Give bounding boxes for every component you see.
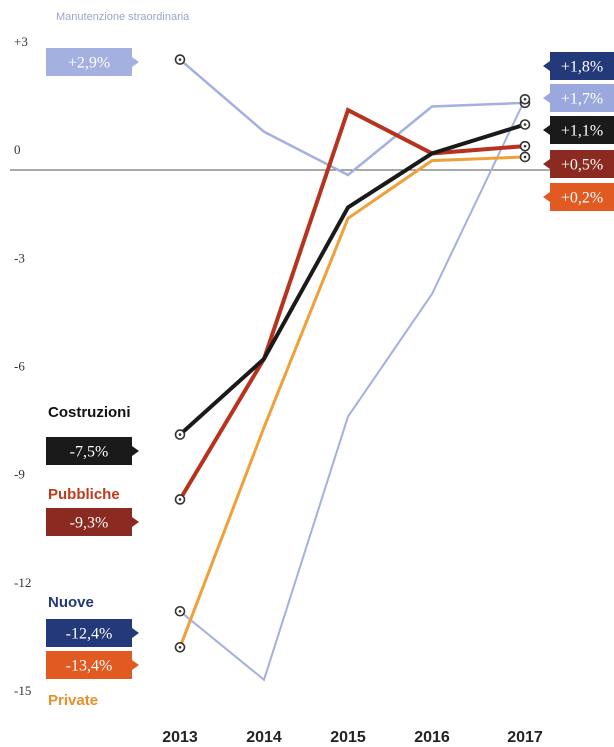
badge-background [550, 84, 614, 112]
badge-background [46, 651, 132, 679]
badge-value: -13,4% [66, 658, 113, 675]
badge-background [550, 52, 614, 80]
badge-pointer [132, 517, 139, 527]
badge-pointer [132, 628, 139, 638]
badge-background [550, 183, 614, 211]
chart-subtitle: Manutenzione straordinaria [56, 11, 190, 23]
badge-value: +1,1% [561, 123, 603, 140]
data-point-dot [523, 144, 527, 148]
series-line-costruzioni [178, 122, 526, 437]
x-tick-label: 2016 [414, 729, 450, 746]
value-badge: -13,4% [46, 651, 139, 679]
badge-background [46, 437, 132, 465]
value-badge: +2,9% [46, 48, 139, 76]
x-tick-label: 2013 [162, 729, 198, 746]
data-point-dot [178, 433, 182, 436]
series-name-label: Nuove [48, 594, 94, 611]
y-tick-label: -9 [14, 467, 25, 482]
x-tick-label: 2014 [246, 729, 282, 746]
value-badge: -7,5% [46, 437, 139, 465]
data-point-dot [523, 155, 527, 159]
badge-pointer [543, 93, 550, 103]
badge-value: +0,5% [561, 157, 603, 174]
badge-background [46, 619, 132, 647]
y-tick-label: 0 [14, 142, 21, 157]
badge-value: -7,5% [70, 444, 109, 461]
y-tick-label: -3 [14, 250, 25, 265]
data-point-dot [178, 646, 182, 649]
value-badge: -12,4% [46, 619, 139, 647]
badge-value: -12,4% [66, 626, 113, 643]
value-badge: +0,2% [543, 183, 614, 211]
badge-value: +0,2% [561, 190, 603, 207]
badge-pointer [132, 446, 139, 456]
badge-background [46, 508, 132, 536]
value-badge: +1,1% [543, 116, 614, 144]
series-name-label: Pubbliche [48, 486, 120, 503]
badge-value: -9,3% [70, 515, 109, 532]
series-line-private [178, 155, 526, 648]
value-badge: +0,5% [543, 150, 614, 178]
badge-pointer [543, 61, 550, 71]
y-tick-label: -6 [14, 359, 25, 374]
series-line-nuove [179, 98, 526, 682]
badge-pointer [132, 660, 139, 670]
data-point-dot [178, 58, 182, 61]
data-point-dot [523, 123, 527, 126]
series-line-pubbliche [178, 107, 526, 501]
y-tick-label: +3 [14, 34, 28, 49]
badge-pointer [543, 159, 550, 169]
data-point-dot [178, 609, 182, 613]
series-name-label: Costruzioni [48, 404, 131, 421]
value-badge: -9,3% [46, 508, 139, 536]
badge-value: +1,8% [561, 59, 603, 76]
badge-pointer [543, 192, 550, 202]
series-line-manut [179, 58, 526, 177]
data-point-dot [178, 498, 182, 501]
badge-value: +2,9% [68, 55, 110, 72]
y-tick-label: -12 [14, 575, 31, 590]
value-badge: +1,8% [543, 52, 614, 80]
badge-background [550, 116, 614, 144]
badge-background [46, 48, 132, 76]
badge-pointer [543, 125, 550, 135]
x-tick-label: 2017 [507, 729, 543, 746]
x-tick-label: 2015 [330, 729, 366, 746]
badge-background [550, 150, 614, 178]
y-tick-label: -15 [14, 683, 31, 698]
value-badge: +1,7% [543, 84, 614, 112]
badge-value: +1,7% [561, 91, 603, 108]
data-point-dot [523, 97, 527, 101]
badge-pointer [132, 57, 139, 67]
series-name-label: Private [48, 692, 98, 709]
